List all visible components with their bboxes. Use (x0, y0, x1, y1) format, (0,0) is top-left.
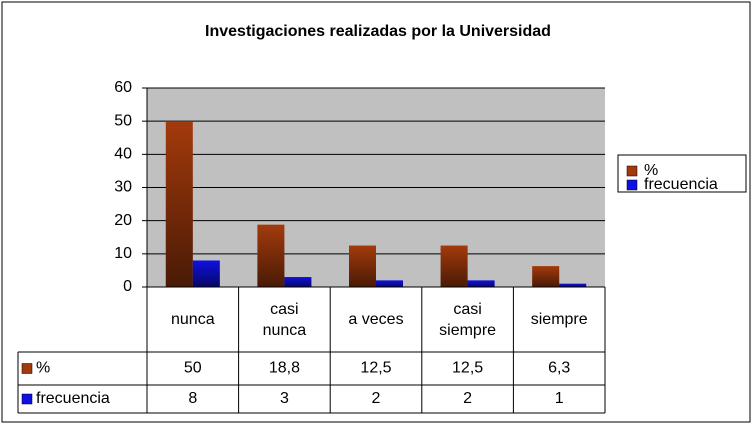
bar (349, 245, 376, 287)
y-tick-label: 40 (114, 146, 132, 163)
y-tick-label: 30 (114, 179, 132, 196)
chart-title: Investigaciones realizadas por la Univer… (205, 23, 551, 40)
y-tick-label: 20 (114, 212, 132, 229)
bar (165, 121, 193, 288)
table-value: 50 (184, 360, 202, 377)
x-tick-label: casi siempre (439, 300, 497, 339)
table-value: 1 (555, 390, 564, 407)
table-value: 2 (463, 390, 472, 407)
legend-label: % (644, 162, 658, 179)
table-value: 3 (280, 390, 289, 407)
legend-label: frecuencia (644, 176, 718, 193)
bar (192, 260, 220, 287)
table-value: 12,5 (452, 360, 483, 377)
bar (467, 280, 495, 287)
x-tick-label: casi nunca (262, 300, 307, 339)
legend-key (626, 165, 638, 177)
bar (284, 277, 312, 287)
x-tick-label: siempre (530, 311, 588, 328)
table-value: 6,3 (548, 360, 570, 377)
y-tick-label: 0 (123, 278, 132, 295)
table-legend-key (21, 393, 33, 405)
y-tick-label: 10 (114, 245, 132, 262)
bar (257, 224, 285, 287)
table-value: 12,5 (360, 360, 391, 377)
table-row-label: frecuencia (36, 390, 110, 407)
table-row-label: % (36, 360, 50, 377)
y-tick-label: 60 (114, 79, 132, 96)
legend-key (626, 179, 638, 191)
x-tick-label: nunca (171, 311, 215, 328)
bar (376, 280, 403, 287)
table-legend-key (21, 363, 33, 374)
table-value: 8 (188, 390, 197, 407)
bar (532, 266, 560, 287)
table-value: 2 (372, 390, 381, 407)
bar (440, 245, 468, 287)
table-value: 18,8 (269, 360, 300, 377)
y-tick-label: 50 (114, 112, 132, 129)
legend-box (617, 154, 747, 193)
x-tick-label: a veces (348, 311, 404, 328)
